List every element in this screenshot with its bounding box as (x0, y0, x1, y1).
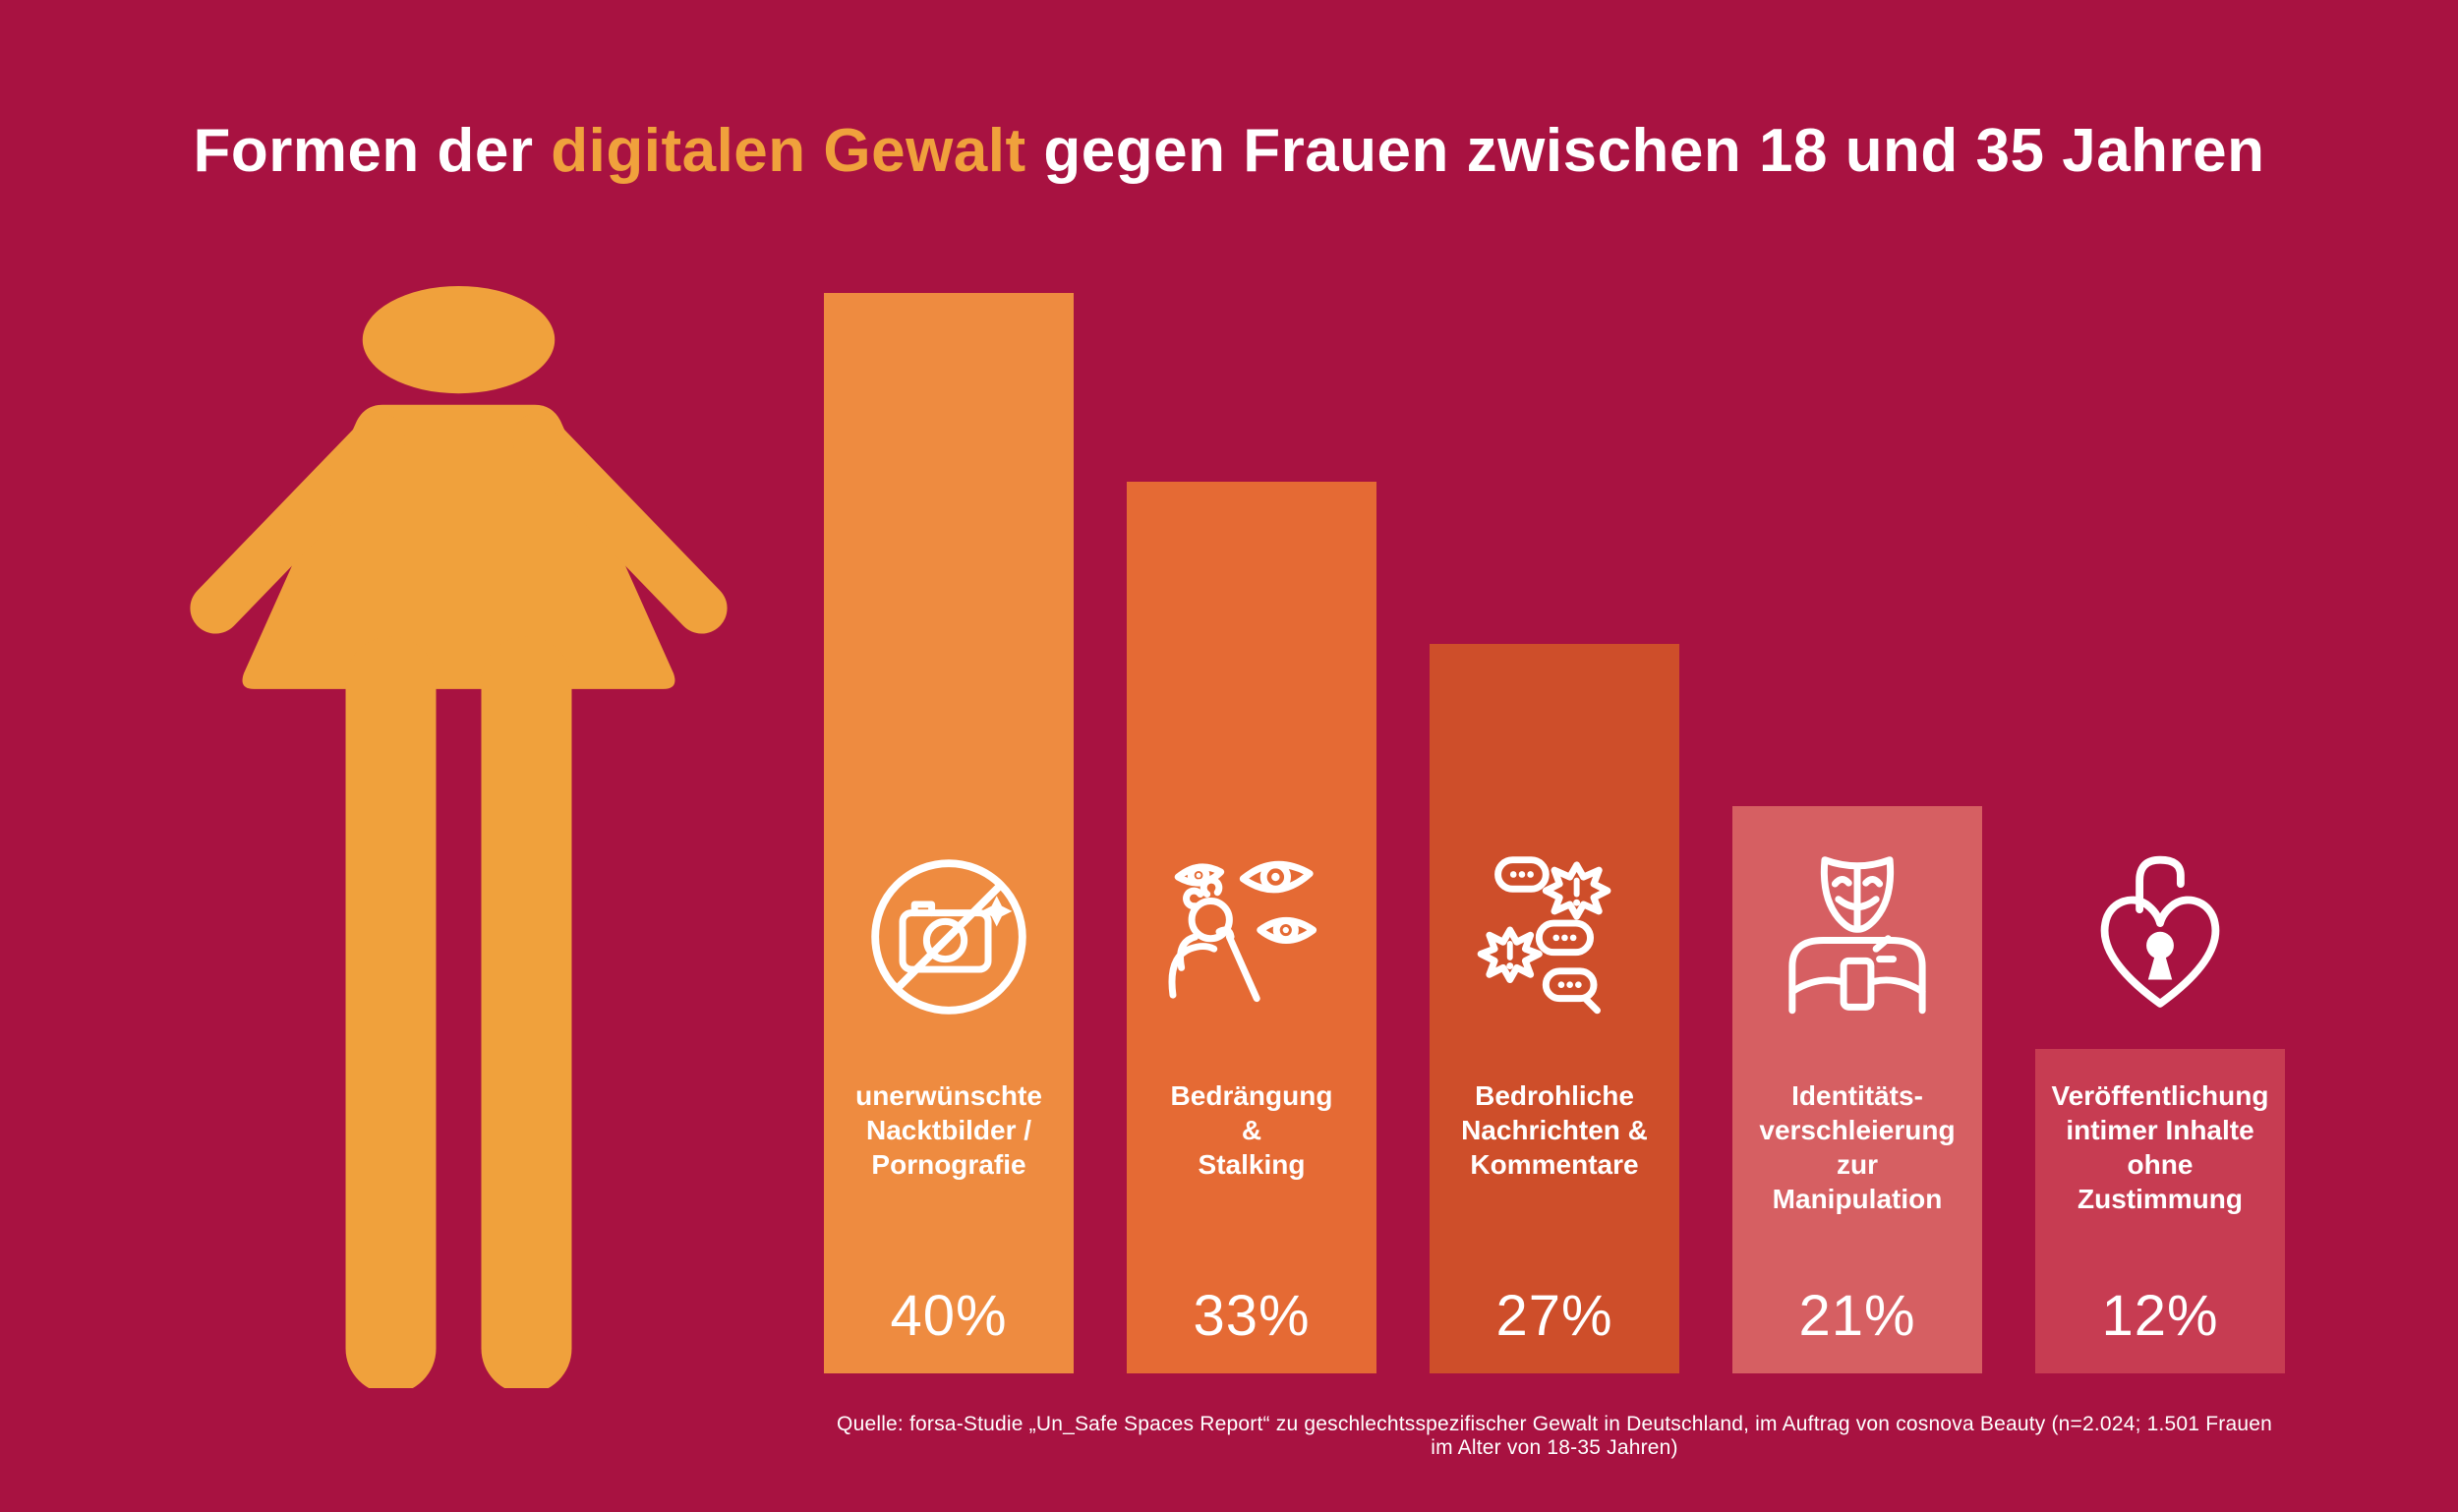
title-highlight: digitalen Gewalt (551, 117, 1026, 185)
bar-value: 40% (890, 1284, 1008, 1348)
bar-label: Bedrohliche Nachrichten & Kommentare (1461, 1080, 1648, 1180)
bar-value: 12% (2101, 1284, 2219, 1348)
bar-label: Bedrängung & Stalking (1170, 1080, 1333, 1180)
bar-value: 21% (1798, 1284, 1916, 1348)
stalking-eyes-icon (1168, 860, 1317, 1003)
heart-lock-icon (2100, 855, 2220, 1008)
bar-harassment-stalking: Bedrängung & Stalking 33% (1127, 0, 1376, 1373)
bar-threatening-messages: Bedrohliche Nachrichten & Kommentare 27% (1430, 0, 1679, 1373)
bar-value: 33% (1193, 1284, 1311, 1348)
bar-label: Veröffentlichung intimer Inhalte ohne Zu… (2051, 1080, 2269, 1214)
bar-value: 27% (1495, 1284, 1613, 1348)
bar-fill (2035, 1049, 2285, 1373)
page-title: Formen der digitalen Gewalt gegen Frauen… (0, 116, 2458, 186)
woman-pictogram (190, 286, 728, 1388)
bar-intimate-content-publication: Veröffentlichung intimer Inhalte ohne Zu… (2035, 0, 2285, 1373)
bar-fill (1127, 482, 1376, 1373)
title-part2: gegen Frauen zwischen 18 und 35 Jahren (1025, 117, 2265, 185)
bar-label: unerwünschte Nacktbilder / Pornografie (855, 1080, 1042, 1180)
bar-fill (824, 293, 1074, 1373)
bar-unwanted-nudes: unerwünschte Nacktbilder / Pornografie 4… (824, 0, 1074, 1373)
identity-mask-icon (1788, 856, 1926, 1015)
threat-messages-icon (1477, 856, 1611, 1015)
source-note: Quelle: forsa-Studie „Un_Safe Spaces Rep… (837, 1413, 2272, 1459)
title-part1: Formen der (193, 117, 552, 185)
no-photos-icon (871, 859, 1026, 1015)
bar-identity-concealment: Identitäts- verschleierung zur Manipulat… (1732, 0, 1982, 1373)
bar-fill (1430, 644, 1679, 1373)
bar-label: Identitäts- verschleierung zur Manipulat… (1759, 1080, 1956, 1214)
